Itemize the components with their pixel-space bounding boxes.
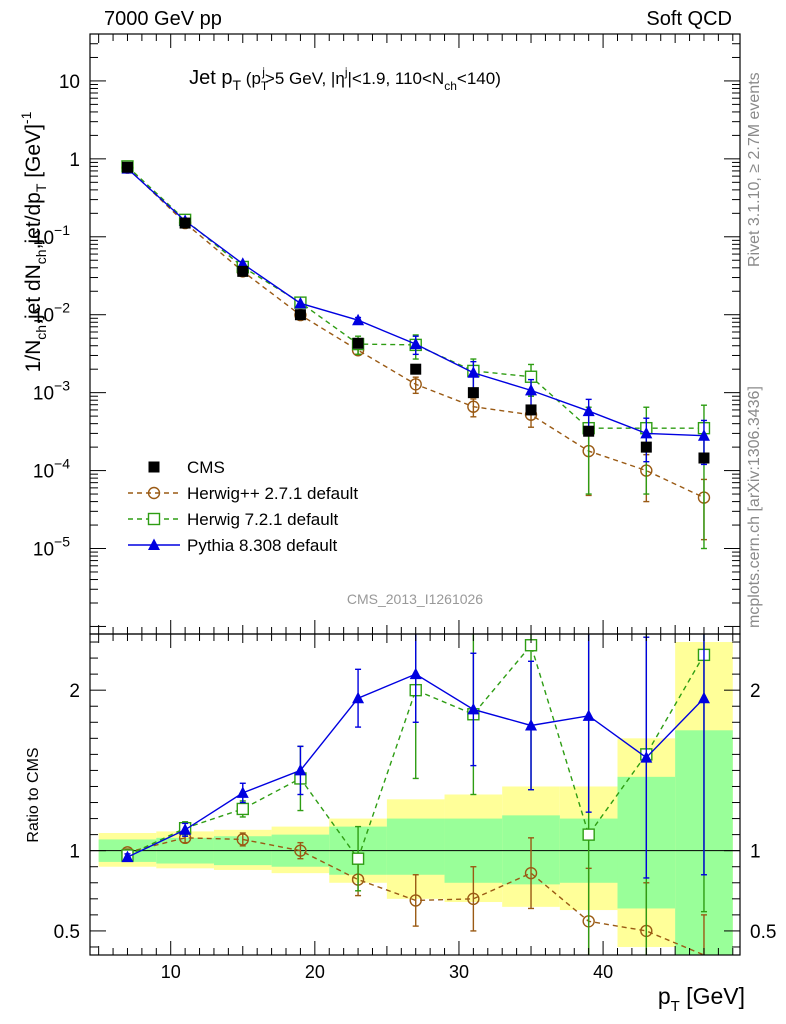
ratio-data-point <box>409 667 422 680</box>
ratio-data-point <box>467 702 480 715</box>
data-point <box>409 378 422 391</box>
data-point <box>409 337 422 350</box>
ratio-data-point <box>640 751 653 763</box>
series-line <box>126 165 704 429</box>
x-tick-label: 20 <box>305 962 325 982</box>
ratio-y-tick-label-right: 0.5 <box>750 922 776 943</box>
header-right: Soft QCD <box>646 8 732 30</box>
ratio-series-line <box>127 643 705 861</box>
legend-label: Herwig 7.2.1 default <box>187 510 338 529</box>
data-point <box>121 161 133 173</box>
data-point <box>467 387 479 399</box>
ratio-series <box>121 634 711 956</box>
ratio-y-tick-label-right: 1 <box>750 842 761 863</box>
data-point <box>525 404 537 416</box>
legend: CMS Herwig++ 2.7.1 default Herwig 7.2.1 de… <box>128 458 358 555</box>
data-point <box>640 441 652 453</box>
panel-frames <box>89 33 741 956</box>
ratio-frame <box>89 633 741 956</box>
ratio-data-point <box>524 866 538 880</box>
ratio-data-point <box>582 709 595 721</box>
data-point <box>352 337 364 349</box>
y-tick-label: 10−2 <box>33 300 70 327</box>
sidebar-source-label: mcplots.cern.ch [arXiv:1306.3436] <box>746 386 763 628</box>
legend-label: Herwig++ 2.7.1 default <box>187 484 358 503</box>
data-point <box>352 313 365 326</box>
ratio-y-tick-label: 1 <box>69 842 80 863</box>
data-point <box>582 404 595 417</box>
main-y-axis-label: 1/Nch,jet dNch,jet/dpT [GeV]-1 <box>18 111 49 372</box>
data-point <box>237 265 249 277</box>
legend-label: CMS <box>187 458 225 477</box>
header-left: 7000 GeV pp <box>104 8 222 30</box>
ratio-y-tick-label: 0.5 <box>54 922 80 943</box>
y-tick-label: 10 <box>59 72 80 93</box>
data-point <box>410 363 422 375</box>
ratio-data-point <box>236 786 249 798</box>
ratio-data-point <box>179 823 192 835</box>
ratio-data-point <box>352 691 365 704</box>
ratio-data-point <box>294 763 307 776</box>
band-stat <box>386 818 445 875</box>
data-point <box>467 400 480 413</box>
ratio-data-point <box>351 852 365 865</box>
x-tick-label: 10 <box>161 962 181 982</box>
ratio-y-tick-label: 2 <box>69 681 80 702</box>
ratio-data-point <box>236 802 249 816</box>
ratio-data-point <box>582 828 595 841</box>
data-point <box>697 429 710 441</box>
ratio-data-point <box>525 718 538 731</box>
sidebar-rivet-label: Rivet 3.1.10, ≥ 2.7M events <box>746 72 763 267</box>
ratio-y-tick-label-right: 2 <box>750 681 761 702</box>
data-point <box>179 217 191 229</box>
ratio-data-point <box>236 833 249 846</box>
ratio-data-point <box>697 691 710 704</box>
analysis-id: CMS_2013_I1261026 <box>347 591 483 607</box>
data-point <box>294 309 306 321</box>
series-line <box>126 167 705 499</box>
ratio-y-axis-label: Ratio to CMS <box>25 747 42 842</box>
data-point <box>294 296 307 309</box>
legend-marker <box>147 486 161 500</box>
legend-label: Pythia 8.308 default <box>187 536 338 555</box>
x-axis-label: pT [GeV] <box>658 983 745 1015</box>
y-tick-label: 1 <box>69 150 80 171</box>
y-tick-label: 10−1 <box>33 222 70 249</box>
data-point <box>467 366 480 378</box>
x-tick-label: 40 <box>593 962 613 982</box>
data-point <box>583 425 595 437</box>
main-series <box>121 160 711 550</box>
axis-ticks: 10 20 30 40 10 1 10−1 10−2 10−3 10−4 10−5 0.5 0.5 1 1 2… <box>33 33 776 982</box>
data-point <box>698 452 710 464</box>
y-tick-label: 10−4 <box>33 456 70 483</box>
legend-marker <box>147 512 161 526</box>
ratio-data-point <box>409 894 422 907</box>
main-title: Jet pT (pTj>5 GeV, |ηj|<1.9, 110<Nch<140… <box>189 65 501 93</box>
legend-marker <box>148 538 160 550</box>
x-tick-label: 30 <box>449 962 469 982</box>
series-line <box>127 168 704 437</box>
data-point <box>640 426 653 439</box>
data-point <box>525 383 538 396</box>
ratio-data-point <box>467 892 480 906</box>
y-tick-label: 10−3 <box>33 378 70 405</box>
ratio-data-point <box>121 850 134 863</box>
legend-marker <box>148 461 160 473</box>
y-tick-label: 10−5 <box>33 534 70 561</box>
ratio-data-point <box>294 844 307 857</box>
